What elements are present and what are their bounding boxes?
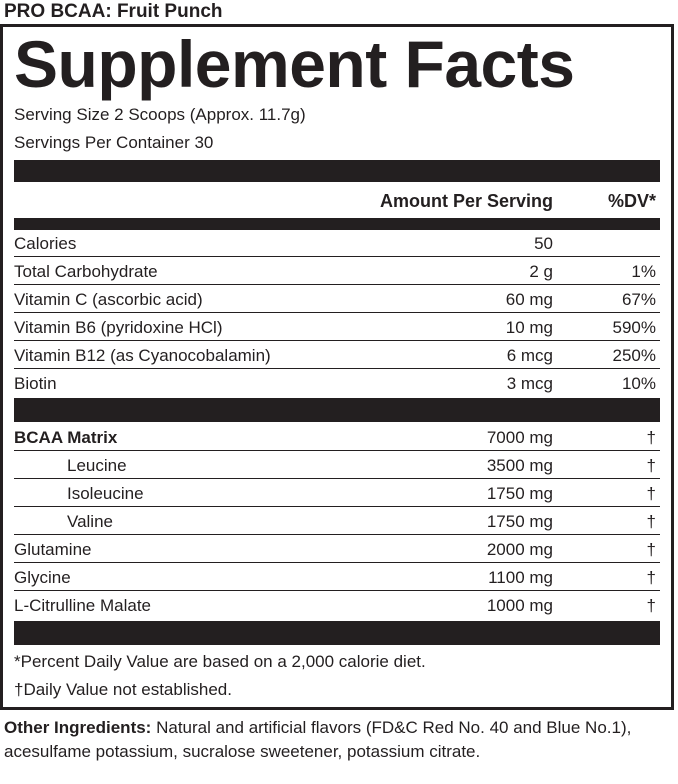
nutrient-amount: 6 mcg	[506, 346, 553, 365]
ingredient-dv: †	[646, 428, 656, 447]
thick-divider-top	[14, 160, 660, 182]
dagger-footnote: †Daily Value not established.	[14, 680, 232, 699]
ingredient-row: BCAA Matrix 7000 mg †	[14, 424, 660, 451]
other-ingredients-text: Natural and artificial flavors (FD&C Red…	[4, 718, 632, 761]
dv-column-header: %DV*	[607, 191, 656, 211]
ingredient-amount: 1750 mg	[486, 484, 553, 503]
nutrient-dv: 250%	[612, 346, 656, 365]
nutrient-dv: 10%	[621, 374, 656, 393]
amount-column-header: Amount Per Serving	[379, 191, 553, 211]
nutrient-amount: 10 mg	[505, 318, 553, 337]
other-ingredients: Other Ingredients: Natural and artificia…	[4, 716, 674, 764]
ingredient-dv: †	[646, 596, 656, 615]
nutrient-row: Calories 50	[14, 230, 660, 257]
nutrient-dv: 590%	[612, 318, 656, 337]
ingredient-amount: 7000 mg	[486, 428, 553, 447]
ingredient-row: Valine 1750 mg †	[14, 508, 660, 535]
divider-under-header	[14, 218, 660, 230]
nutrient-amount: 50	[534, 234, 553, 253]
ingredient-name: Leucine	[67, 456, 127, 475]
ingredient-row: Glutamine 2000 mg †	[14, 536, 660, 563]
ingredient-dv: †	[646, 540, 656, 559]
ingredient-name: L-Citrulline Malate	[14, 596, 151, 615]
nutrient-row: Total Carbohydrate 2 g 1%	[14, 258, 660, 285]
percent-dv-footnote: *Percent Daily Value are based on a 2,00…	[14, 652, 426, 671]
product-name: PRO BCAA: Fruit Punch	[4, 1, 223, 22]
ingredient-amount: 2000 mg	[486, 540, 553, 559]
column-header: Amount Per Serving %DV*	[14, 188, 660, 214]
thick-divider-middle	[14, 398, 660, 422]
nutrient-row: Vitamin B6 (pyridoxine HCl) 10 mg 590%	[14, 314, 660, 341]
thick-divider-bottom	[14, 621, 660, 645]
nutrient-name: Vitamin C (ascorbic acid)	[14, 290, 203, 309]
nutrient-name: Total Carbohydrate	[14, 262, 158, 281]
nutrient-name: Calories	[14, 234, 77, 253]
ingredient-name: Isoleucine	[67, 484, 144, 503]
ingredient-row: Isoleucine 1750 mg †	[14, 480, 660, 507]
servings-per-container: Servings Per Container 30	[14, 133, 214, 152]
nutrient-name: Vitamin B6 (pyridoxine HCl)	[14, 318, 223, 337]
nutrient-row: Biotin 3 mcg 10%	[14, 370, 660, 397]
supplement-facts-panel	[0, 24, 674, 710]
ingredient-row: Leucine 3500 mg †	[14, 452, 660, 479]
other-ingredients-label: Other Ingredients:	[4, 718, 152, 737]
nutrient-amount: 2 g	[529, 262, 553, 281]
nutrient-row: Vitamin B12 (as Cyanocobalamin) 6 mcg 25…	[14, 342, 660, 369]
nutrient-dv: 1%	[631, 262, 656, 281]
nutrient-name: Biotin	[14, 374, 57, 393]
serving-size: Serving Size 2 Scoops (Approx. 11.7g)	[14, 105, 306, 124]
ingredient-amount: 1750 mg	[486, 512, 553, 531]
ingredient-dv: †	[646, 484, 656, 503]
nutrient-amount: 3 mcg	[506, 374, 553, 393]
nutrient-dv: 67%	[621, 290, 656, 309]
ingredient-amount: 3500 mg	[486, 456, 553, 475]
ingredient-dv: †	[646, 512, 656, 531]
ingredient-amount: 1100 mg	[488, 568, 553, 587]
ingredient-dv: †	[646, 568, 656, 587]
nutrient-name: Vitamin B12 (as Cyanocobalamin)	[14, 346, 271, 365]
ingredient-row: Glycine 1100 mg †	[14, 564, 660, 591]
ingredient-name: Valine	[67, 512, 113, 531]
nutrient-row: Vitamin C (ascorbic acid) 60 mg 67%	[14, 286, 660, 313]
ingredient-amount: 1000 mg	[486, 596, 553, 615]
ingredient-name: Glycine	[14, 568, 71, 587]
ingredient-row: L-Citrulline Malate 1000 mg †	[14, 592, 660, 619]
ingredient-name: BCAA Matrix	[14, 428, 118, 447]
ingredient-name: Glutamine	[14, 540, 92, 559]
panel-title: Supplement Facts	[14, 27, 575, 101]
nutrient-amount: 60 mg	[505, 290, 553, 309]
ingredient-dv: †	[646, 456, 656, 475]
